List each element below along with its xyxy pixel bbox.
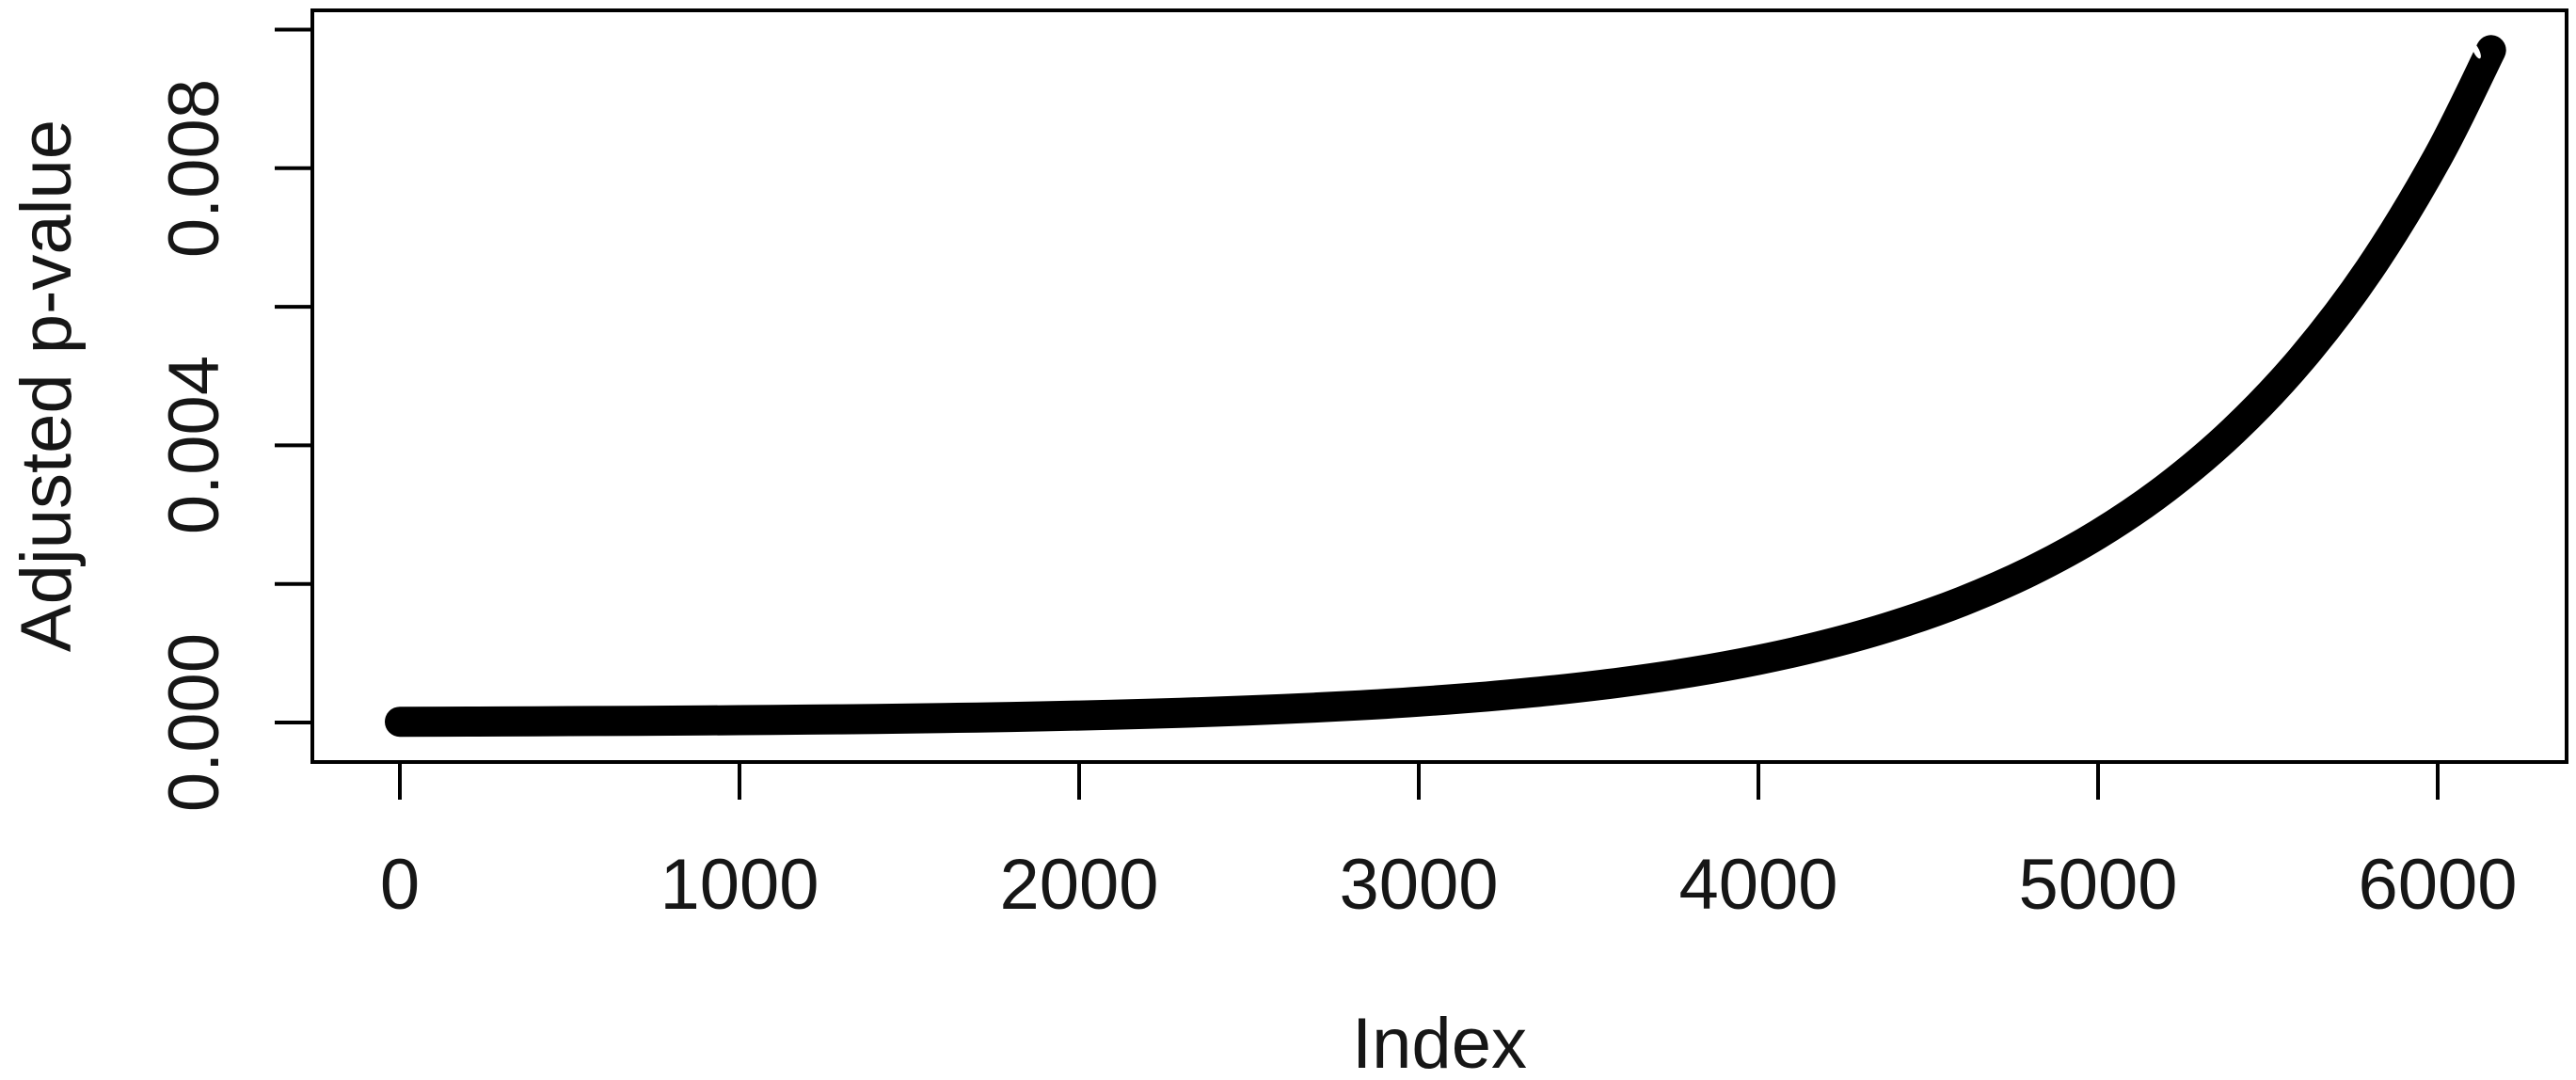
- data-curve: [385, 35, 2506, 738]
- plot-box: [310, 8, 2568, 764]
- y-tick-label: 0.000: [154, 632, 234, 813]
- x-tick-label: 2000: [999, 845, 1159, 925]
- x-tick-label: 4000: [1678, 845, 1838, 925]
- x-tick-label: 6000: [2358, 845, 2518, 925]
- y-tick-label: 0.008: [154, 78, 234, 258]
- y-tick-label: 0.004: [154, 356, 234, 535]
- x-tick-label: 0: [379, 845, 421, 925]
- x-tick-label: 3000: [1339, 845, 1499, 925]
- curve-end-notch: [2472, 42, 2481, 59]
- x-tick-label: 5000: [2018, 845, 2178, 925]
- x-axis-title: Index: [1352, 1004, 1527, 1080]
- y-axis-title: Adjusted p-value: [7, 119, 87, 653]
- x-tick-label: 1000: [660, 845, 819, 925]
